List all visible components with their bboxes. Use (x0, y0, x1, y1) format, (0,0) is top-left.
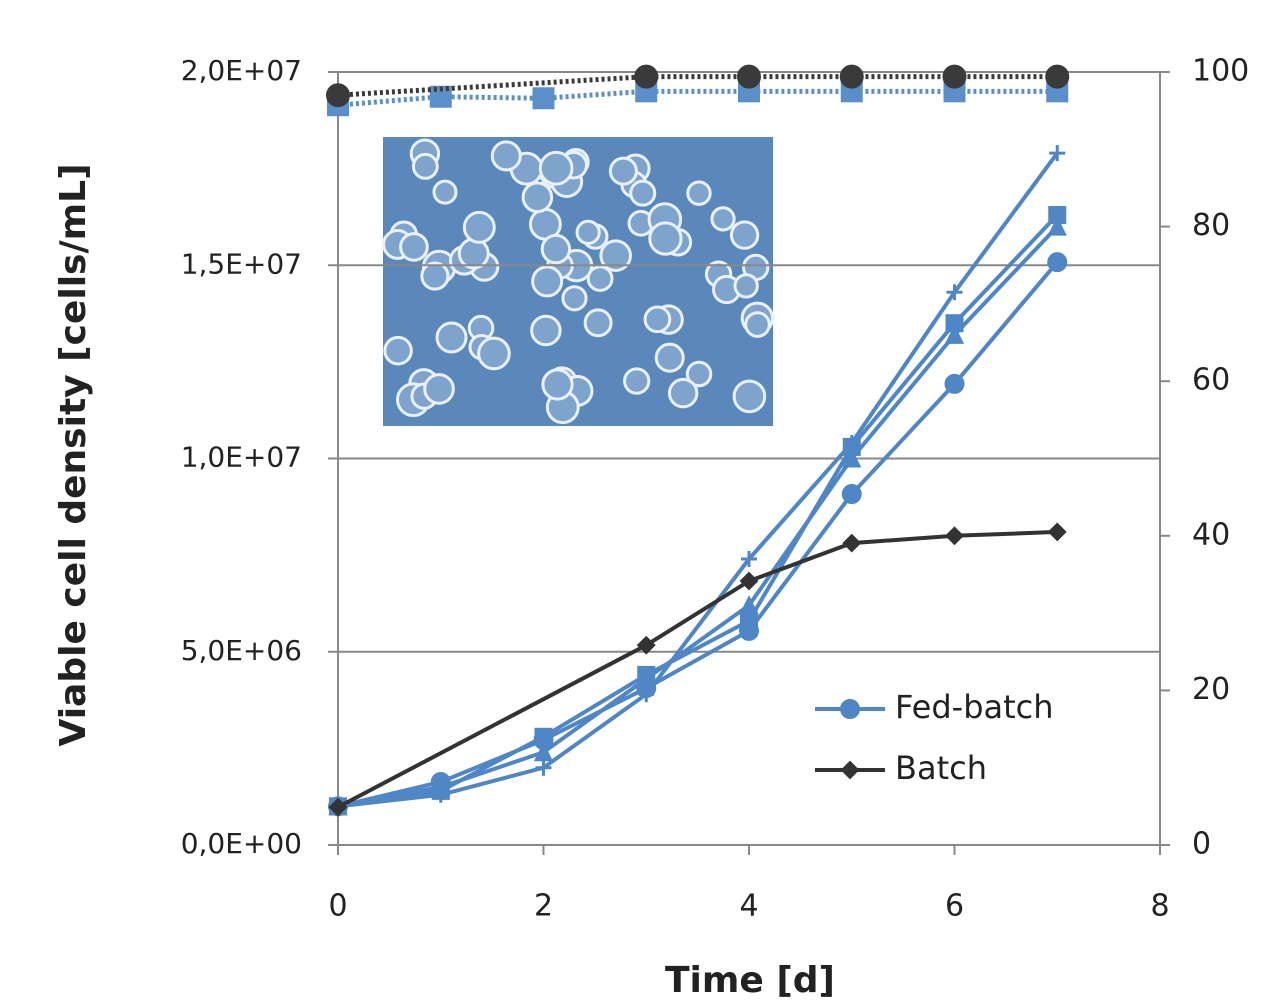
cell (423, 373, 455, 405)
point (946, 284, 963, 301)
cell (477, 336, 511, 371)
point (326, 83, 350, 108)
point (636, 668, 656, 688)
cell (629, 179, 657, 207)
point (328, 797, 348, 817)
y-tick-label: 5,0E+06 (181, 634, 302, 667)
point (841, 484, 862, 505)
legend-marker (840, 760, 860, 780)
x-tick-label: 2 (534, 889, 553, 924)
cell (608, 156, 638, 186)
point (737, 64, 761, 89)
point (944, 373, 965, 394)
legend-marker (840, 699, 860, 719)
point (741, 550, 757, 567)
cell (643, 305, 672, 334)
cell (583, 308, 613, 338)
point (431, 776, 451, 797)
cell (729, 220, 760, 250)
point (944, 324, 965, 344)
cell (538, 150, 574, 186)
cell (733, 273, 759, 299)
point (739, 595, 759, 615)
series-line (337, 260, 1059, 809)
point (532, 87, 555, 110)
y-tick-label: 0,0E+00 (181, 827, 302, 860)
cell (686, 180, 712, 206)
point (1045, 64, 1070, 89)
point (1047, 252, 1068, 273)
cell (462, 210, 496, 244)
cell (744, 311, 771, 338)
point (842, 533, 862, 553)
cell (411, 152, 439, 180)
cell (561, 285, 588, 312)
cell (531, 265, 564, 298)
point (839, 64, 864, 89)
cell (541, 368, 574, 401)
x-tick-label: 0 (328, 889, 347, 924)
point (533, 742, 554, 762)
point (1047, 216, 1067, 236)
series-line (337, 88, 1058, 108)
cell (521, 181, 554, 214)
cell (399, 232, 429, 262)
point (636, 635, 656, 655)
point (942, 64, 967, 89)
cell (457, 237, 490, 270)
point (1049, 145, 1066, 162)
point (739, 571, 759, 591)
y2-tick-label: 100 (1192, 54, 1249, 89)
y-tick-label: 1,0E+07 (181, 441, 302, 474)
y-tick-label: 2,0E+07 (181, 54, 302, 87)
point (740, 611, 758, 630)
cell-photo-cells (382, 138, 774, 425)
cell (435, 321, 468, 354)
cell (586, 265, 614, 292)
legend-label: Fed-batch (895, 688, 1054, 726)
point (945, 526, 964, 546)
cell (599, 239, 632, 272)
cell (648, 221, 683, 256)
cell (420, 261, 450, 291)
cell (383, 335, 413, 366)
cell (710, 206, 736, 232)
series-line (337, 225, 1059, 809)
y2-tick-label: 20 (1192, 672, 1230, 707)
point (1047, 522, 1067, 542)
point (535, 759, 552, 776)
x-axis-title: Time [d] (665, 960, 835, 1001)
y2-tick-label: 40 (1192, 517, 1230, 552)
x-tick-label: 4 (739, 889, 758, 924)
cell (530, 314, 562, 347)
point (634, 64, 659, 89)
point (638, 686, 655, 703)
cell (667, 377, 699, 409)
point (842, 448, 862, 468)
y2-tick-label: 0 (1192, 827, 1211, 862)
cell (654, 342, 685, 373)
cell (685, 360, 713, 388)
cell (575, 219, 601, 245)
legend-label: Batch (895, 749, 987, 787)
series-line (337, 151, 1059, 809)
series-line (337, 529, 1058, 809)
y2-tick-label: 60 (1192, 363, 1230, 398)
y-tick-label: 1,5E+07 (181, 247, 302, 280)
cell (540, 233, 572, 265)
x-tick-label: 6 (945, 889, 964, 924)
y2-tick-label: 80 (1192, 208, 1230, 243)
series-line (337, 74, 1058, 98)
y-axis-title: Viable cell density [cells/mL] (53, 163, 94, 746)
x-tick-label: 8 (1150, 889, 1169, 924)
cell (623, 367, 651, 395)
cell (490, 140, 522, 172)
cell (732, 379, 767, 414)
cell (432, 179, 458, 205)
